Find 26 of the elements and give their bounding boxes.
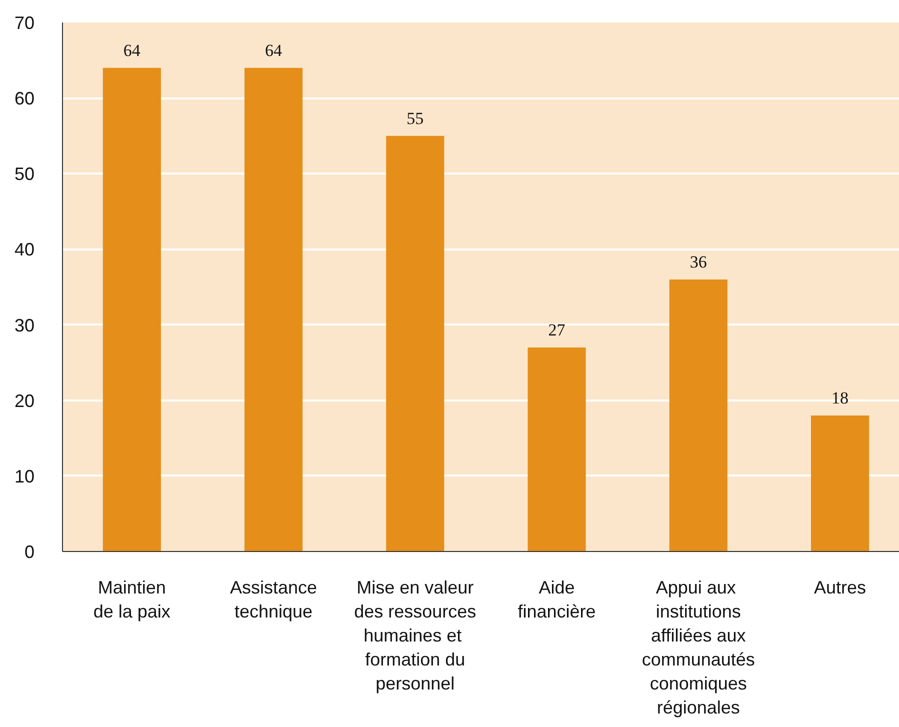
bar (528, 347, 586, 552)
y-tick-label: 0 (24, 542, 35, 562)
y-tick-label: 40 (14, 240, 35, 260)
bar (810, 415, 870, 552)
x-tick-label: Maintien de la paix (93, 578, 170, 622)
x-tick-label: Mise en valeur des ressources humaines et formation du personnel (354, 578, 476, 694)
data-label: 36 (690, 252, 707, 272)
data-label: 55 (406, 108, 424, 128)
x-tick-label: Appui aux institutions affiliées aux communautés conomiques régionales (642, 578, 755, 718)
bar (386, 136, 444, 552)
x-tick-label: Assistance technique (230, 578, 318, 622)
data-label: 64 (123, 40, 141, 60)
data-label: 18 (832, 388, 849, 408)
y-tick-label: 70 (14, 13, 35, 33)
data-label: 64 (265, 40, 283, 60)
x-tick-label: Autres (814, 578, 866, 598)
bar (102, 68, 161, 552)
x-tick-label: Aide financière (518, 578, 596, 622)
bar (669, 279, 728, 552)
y-tick-label: 50 (14, 164, 35, 184)
data-label: 27 (548, 320, 566, 340)
bar (244, 68, 303, 552)
y-tick-label: 60 (14, 88, 35, 109)
y-tick-label: 20 (14, 390, 35, 411)
y-tick-label: 10 (14, 466, 35, 486)
y-tick-label: 30 (14, 315, 35, 336)
